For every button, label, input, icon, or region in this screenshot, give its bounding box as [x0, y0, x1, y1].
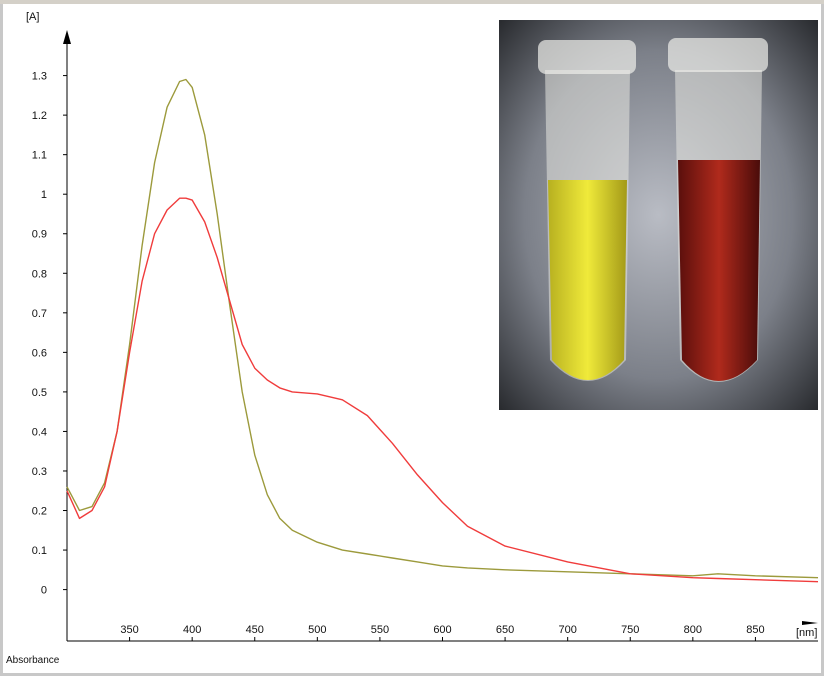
y-tick-label: 0.7	[32, 308, 47, 320]
y-tick-label: 0.9	[32, 229, 47, 241]
y-arrow	[63, 30, 71, 44]
x-tick-label: 500	[308, 624, 326, 636]
cap-left	[538, 40, 636, 74]
x-tick-label: 800	[684, 624, 702, 636]
y-axis-label: [A]	[26, 11, 39, 23]
y-tick-label: 0.2	[32, 506, 47, 518]
inset-photo	[499, 20, 818, 410]
y-tick-label: 1	[41, 189, 47, 201]
liquid-yellow	[548, 180, 627, 380]
y-tick-label: 0.3	[32, 466, 47, 478]
x-tick-label: 450	[246, 624, 264, 636]
y-tick-label: 1.1	[32, 150, 47, 162]
x-arrow	[802, 621, 818, 625]
x-tick-label: 550	[371, 624, 389, 636]
y-tick-label: 0.1	[32, 545, 47, 557]
y-tick-label: 1.2	[32, 110, 47, 122]
x-axis-label: [nm]	[796, 627, 817, 639]
footer: Absorbance	[6, 655, 60, 666]
cap-right	[668, 38, 768, 72]
y-tick-label: 1.3	[32, 71, 47, 83]
y-tick-label: 0.4	[32, 426, 47, 438]
series-line	[66, 197, 819, 583]
x-tick-label: 400	[183, 624, 201, 636]
x-tick-label: 700	[558, 624, 576, 636]
series-line	[66, 78, 819, 579]
y-tick-label: 0	[41, 585, 47, 597]
x-tick-label: 850	[746, 624, 764, 636]
y-tick-label: 0.8	[32, 268, 47, 280]
y-tick-label: 0.6	[32, 347, 47, 359]
liquid-red	[678, 160, 760, 381]
x-tick-label: 600	[433, 624, 451, 636]
x-tick-label: 350	[120, 624, 138, 636]
y-tick-label: 0.5	[32, 387, 47, 399]
x-tick-label: 650	[496, 624, 514, 636]
x-tick-label: 750	[621, 624, 639, 636]
